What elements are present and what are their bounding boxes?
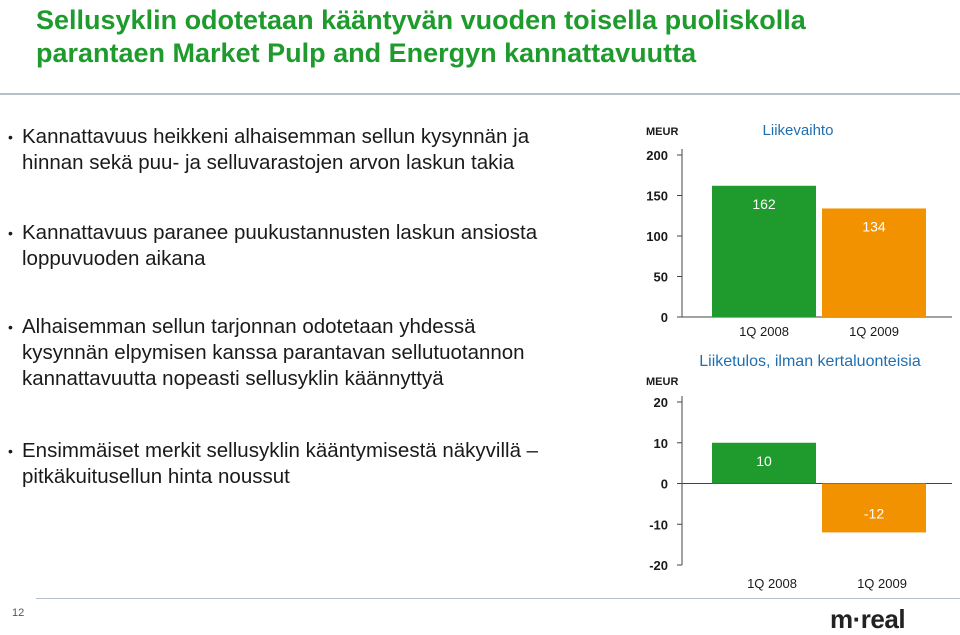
bullet-icon: • bbox=[8, 443, 13, 459]
bullet-text-line: Ensimmäiset merkit sellusyklin kääntymis… bbox=[22, 439, 539, 462]
bullet-item: • Ensimmäiset merkit sellusyklin kääntymi… bbox=[8, 438, 628, 490]
y-axis-unit: MEUR bbox=[646, 376, 678, 388]
chart-bar bbox=[712, 442, 816, 484]
chart-bar bbox=[712, 185, 816, 317]
bullet-text-line: loppuvuoden aikana bbox=[22, 247, 206, 270]
slide-title-line-1: Sellusyklin odotetaan kääntyvän vuoden t… bbox=[36, 5, 806, 35]
page-number: 12 bbox=[12, 607, 25, 619]
bullet-text-line: kysynnän elpymisen kanssa parantavan sel… bbox=[22, 341, 525, 364]
y-axis-unit: MEUR bbox=[646, 126, 678, 138]
bullet-text-line: Kannattavuus paranee puukustannusten las… bbox=[22, 221, 538, 244]
title-divider bbox=[0, 93, 960, 95]
y-tick-label: -20 bbox=[649, 558, 668, 573]
y-tick-label: 0 bbox=[661, 477, 668, 492]
slide-title: Sellusyklin odotetaan kääntyvän vuoden t… bbox=[36, 4, 936, 70]
footer-divider bbox=[36, 598, 960, 599]
x-category-label: 1Q 2009 bbox=[849, 324, 899, 339]
data-label: 162 bbox=[752, 196, 776, 212]
x-category-label: 1Q 2009 bbox=[857, 576, 907, 591]
y-tick-label: 50 bbox=[654, 270, 668, 285]
data-label: -12 bbox=[864, 506, 884, 522]
y-tick-label: -10 bbox=[649, 517, 668, 532]
bullet-item: • Alhaisemman sellun tarjonnan odotetaan … bbox=[8, 314, 628, 392]
bullet-icon: • bbox=[8, 225, 13, 241]
y-tick-label: 0 bbox=[661, 310, 668, 325]
y-tick-label: 200 bbox=[646, 148, 668, 163]
chart-title: Liiketulos, ilman kertaluonteisia bbox=[699, 353, 921, 370]
y-tick-label: 150 bbox=[646, 189, 668, 204]
bullet-item: • Kannattavuus paranee puukustannusten la… bbox=[8, 220, 628, 272]
y-tick-label: 10 bbox=[654, 436, 668, 451]
chart-title: Liikevaihto bbox=[763, 122, 834, 139]
data-label: 10 bbox=[756, 453, 772, 469]
bullet-item: • Kannattavuus heikkeni alhaisemman sellu… bbox=[8, 124, 628, 176]
x-category-label: 1Q 2008 bbox=[739, 324, 789, 339]
y-tick-label: 100 bbox=[646, 229, 668, 244]
company-logo: m·real bbox=[830, 604, 906, 634]
data-label: 134 bbox=[862, 218, 886, 234]
slide-title-line-2: parantaen Market Pulp and Energyn kannat… bbox=[36, 38, 697, 68]
x-category-label: 1Q 2008 bbox=[747, 576, 797, 591]
bullet-text-line: hinnan sekä puu- ja selluvarastojen arvo… bbox=[22, 151, 515, 174]
y-tick-label: 20 bbox=[654, 395, 668, 410]
bullet-text-line: Alhaisemman sellun tarjonnan odotetaan y… bbox=[22, 315, 476, 338]
bullet-icon: • bbox=[8, 129, 13, 145]
chart-bar bbox=[822, 483, 926, 533]
bullet-text-line: Kannattavuus heikkeni alhaisemman sellun… bbox=[22, 125, 530, 148]
chart-bar bbox=[822, 208, 926, 317]
bullet-text-line: pitkäkuitusellun hinta noussut bbox=[22, 465, 290, 488]
bullet-icon: • bbox=[8, 319, 13, 335]
bullet-text-line: kannattavuutta nopeasti sellusyklin kään… bbox=[22, 367, 444, 390]
